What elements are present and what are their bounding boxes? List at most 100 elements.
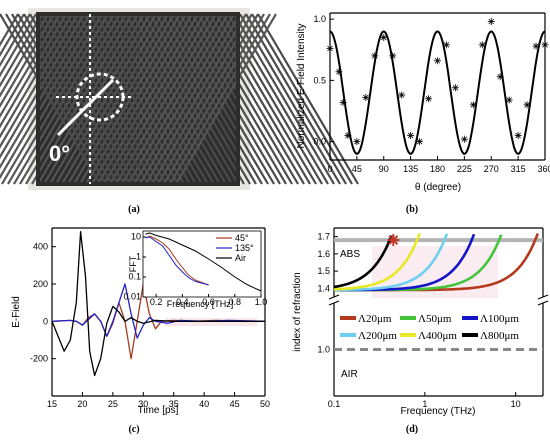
caption-a: (a): [128, 204, 140, 215]
b-data-point: [434, 57, 441, 65]
grating-line-left: [85, 13, 187, 185]
c-inset-x-tick-label: 1.0: [255, 297, 268, 307]
grating-line-right: [65, 13, 167, 185]
b-point-stroke: [407, 132, 414, 139]
b-point-stroke: [345, 132, 351, 139]
grating-edge: [36, 182, 240, 186]
grating-line-left: [0, 13, 31, 68]
b-data-point: [541, 41, 549, 49]
c-y-tick-label: -200: [30, 354, 48, 364]
c-y-tick-label: 400: [33, 242, 48, 252]
d-asterisk-marker: [387, 234, 400, 247]
b-data-point: [335, 68, 343, 76]
c-inset-y-tick-label: 0.01: [123, 292, 141, 302]
b-point-stroke: [372, 53, 378, 59]
grating-line-right: [101, 13, 203, 185]
grating-line-left: [79, 13, 181, 185]
c-inset-frame: [142, 230, 262, 298]
grating-line-right: [107, 13, 209, 185]
grating-line-right: [35, 13, 137, 185]
d-x-axis-label: Frequency (THz): [400, 406, 475, 417]
grating-line-left: [1, 13, 103, 185]
grating-line-left: [67, 13, 169, 185]
b-x-axis-label: θ (degree): [415, 182, 461, 193]
grating-line-left: [169, 13, 271, 185]
d-legend-label: Λ400μm: [418, 330, 457, 342]
b-point-stroke: [416, 138, 423, 145]
grating-line-left: [163, 13, 265, 185]
c-y-axis-label: E-Field: [11, 296, 22, 328]
grating-line-right: [113, 13, 215, 185]
c-series-line: [51, 231, 265, 377]
grating-line-right: [131, 13, 233, 185]
grating-line-left: [127, 13, 229, 185]
d-y-axis-label: index of refraction: [292, 272, 303, 352]
angle-arrow: [56, 78, 115, 137]
b-point-stroke: [336, 69, 342, 75]
b-x-tick-label: 180: [430, 164, 445, 174]
b-data-point: [496, 73, 504, 81]
grating-line-left: [0, 13, 97, 180]
d-y-tick-label: 1.5: [317, 266, 330, 276]
d-abs-label: ABS: [340, 249, 360, 260]
c-y-tick-label: 0: [43, 316, 48, 326]
d-legend-label: Λ20μm: [358, 313, 392, 325]
c-legend-label: Air: [235, 253, 246, 263]
grating-line-right: [203, 13, 305, 185]
grating-line-left: [0, 13, 85, 159]
c-inset-y-tick-label: 0.1: [128, 272, 141, 282]
b-data-point: [371, 52, 379, 60]
grating-line-right: [119, 13, 221, 185]
c-inset-legend: 45°135°Air: [216, 233, 254, 263]
b-data-point: [326, 45, 334, 53]
c-series: [51, 231, 266, 377]
grating-line-right: [257, 13, 359, 185]
grating-line-right: [245, 13, 347, 185]
b-data-point: [532, 42, 540, 50]
grating-line-right: [23, 13, 125, 185]
d-y-tick-label: 1.4: [317, 283, 330, 293]
b-x-tick-label: 135: [403, 164, 418, 174]
b-point-stroke: [515, 132, 521, 139]
grating-line-right: [209, 13, 311, 185]
d-legend-label: Λ200μm: [358, 330, 397, 342]
grating-lines: [0, 12, 359, 186]
d-legend-label: Λ800μm: [480, 330, 519, 342]
c-inset-x-tick-label: 0.8: [229, 297, 242, 307]
grating-line-right: [89, 13, 191, 185]
grating-line-right: [137, 13, 239, 185]
b-data-point: [416, 138, 424, 146]
b-data-point: [478, 41, 486, 49]
b-data-point: [523, 101, 531, 109]
b-data-point: [487, 18, 495, 26]
grating-line-left: [97, 13, 199, 185]
d-legend: Λ20μm Λ50μm Λ100μm Λ200μm Λ400μm Λ800μm: [340, 313, 519, 342]
b-data-point: [362, 94, 370, 102]
b-point-stroke: [398, 92, 405, 98]
b-point-stroke: [327, 45, 333, 52]
c-inset-ticks: 0.2 0.4 0.6 0.8 1.0 0.01 0.1 1 10: [123, 232, 267, 307]
grating-line-left: [0, 13, 67, 129]
grating-line-right: [179, 13, 281, 185]
c-legend-label: 135°: [235, 243, 254, 253]
grating-line-left: [175, 13, 277, 185]
d-y-tick-label: 1.6: [317, 249, 330, 259]
b-point-stroke: [506, 97, 512, 103]
grating-line-left: [0, 13, 43, 88]
grating-line-left: [109, 13, 211, 185]
c-inset-series-line: [145, 232, 262, 292]
grating-line-left: [55, 13, 157, 185]
b-data-point: [469, 101, 477, 109]
c-x-tick-label: 35: [169, 399, 179, 409]
grating-line-left: [7, 13, 109, 185]
d-marker-stroke: [388, 235, 399, 245]
c-legend-label: 45°: [235, 233, 249, 243]
b-x-tick-label: 45: [352, 164, 362, 174]
c-ticks: 15 20 25 30 35 40 45 50 -200 0 200 400: [30, 242, 270, 409]
panel-c-chart: 15 20 25 30 35 40 45 50 -200 0 200 400 Time [ps] E-…: [11, 227, 270, 435]
b-point-stroke: [443, 42, 450, 48]
grating-line-left: [115, 13, 217, 185]
grating-line-left: [61, 13, 163, 185]
b-data-point: [380, 34, 388, 41]
c-x-tick-label: 50: [260, 399, 270, 409]
